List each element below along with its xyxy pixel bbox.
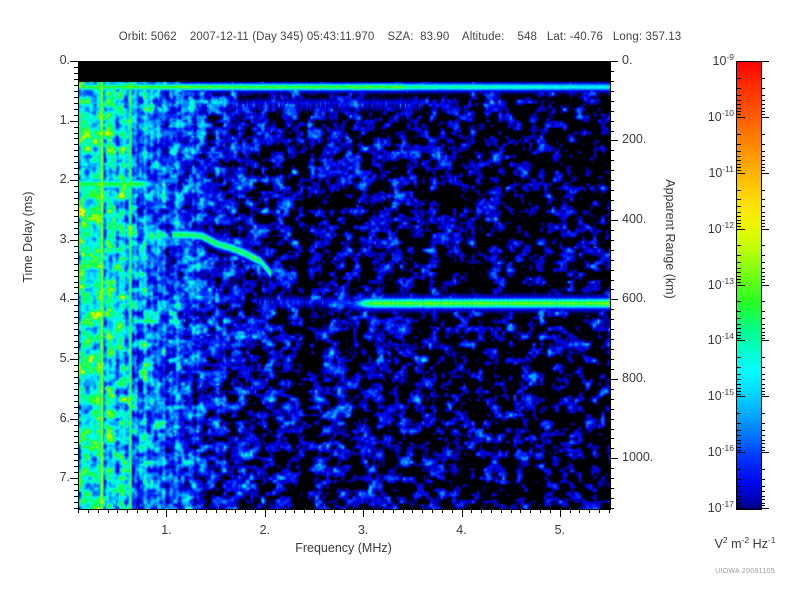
y-axis-right-tick-label: 0.	[622, 53, 633, 67]
colorbar-tick-label: 10-10	[688, 108, 734, 124]
y-axis-left-tick-label: 2.	[59, 172, 70, 187]
colorbar-unit-v-exp: 2	[722, 535, 728, 545]
colorbar-tick-mantissa: 10	[707, 501, 722, 516]
y-axis-left-ticks	[70, 61, 78, 509]
x-axis-tick-label: 2.	[259, 523, 271, 537]
colorbar-tick-exponent: -12	[721, 219, 734, 230]
colorbar-tick-exponent: -13	[721, 275, 734, 286]
y-axis-left-tick-label: 1.	[59, 112, 70, 127]
colorbar-tick-exponent: -16	[721, 443, 734, 454]
colorbar-unit-v: V	[714, 537, 723, 552]
y-axis-left-tick-label: 6.	[59, 410, 70, 425]
y-axis-right-tick-label: 400.	[622, 211, 647, 226]
colorbar-unit-m: m	[727, 537, 742, 552]
y-axis-left-tick-label: 3.	[59, 231, 70, 246]
colorbar-unit-m-exp: -2	[741, 535, 750, 545]
colorbar-tick-mantissa: 10	[707, 110, 722, 125]
y-axis-right-ticks	[610, 61, 618, 509]
y-axis-left-tick-label: 0.	[59, 53, 70, 67]
colorbar-tick-exponent: -17	[721, 499, 734, 509]
x-axis-title: Frequency (MHz)	[295, 541, 392, 555]
colorbar-ticks	[761, 61, 769, 509]
colorbar-unit-label: V2 m-2 Hz-1	[690, 535, 800, 551]
colorbar-inner-ticks	[736, 61, 745, 509]
header-metadata-line: Orbit: 5062 2007-12-11 (Day 345) 05:43:1…	[0, 31, 800, 43]
colorbar-tick-mantissa: 10	[707, 333, 722, 348]
watermark-label: UIOWA 20091105	[715, 568, 775, 575]
colorbar-unit-hz: Hz	[749, 537, 768, 552]
colorbar-tick-exponent: -9	[726, 52, 734, 62]
header-text: Orbit: 5062 2007-12-11 (Day 345) 05:43:1…	[118, 31, 682, 43]
y-axis-right-tick-label: 800.	[622, 370, 647, 385]
colorbar-unit-hz-exp: -1	[767, 535, 776, 545]
colorbar-tick-mantissa: 10	[707, 445, 722, 460]
x-axis-tick-label: 4.	[456, 523, 467, 537]
x-axis-ticks	[78, 509, 610, 517]
colorbar-tick-mantissa: 10	[707, 277, 722, 292]
colorbar-tick-label: 10-15	[688, 387, 734, 403]
colorbar-tick-mantissa: 10	[707, 389, 722, 404]
colorbar-tick-mantissa: 10	[707, 221, 722, 236]
x-axis-tick-label: 3.	[357, 523, 369, 537]
colorbar-tick-label: 10-12	[688, 220, 734, 236]
y-axis-left-tick-label: 4.	[59, 291, 70, 306]
radargram-plot-area	[78, 61, 611, 510]
y-axis-left-tick-label: 5.	[59, 351, 70, 365]
colorbar-tick-label: 10-9	[688, 52, 734, 68]
colorbar-tick-mantissa: 10	[712, 54, 727, 69]
colorbar-tick-exponent: -15	[721, 387, 734, 398]
y-axis-left-tick-label: 7.	[59, 470, 70, 485]
radargram-image	[79, 62, 610, 509]
colorbar-tick-mantissa: 10	[708, 165, 723, 180]
colorbar-tick-exponent: -10	[721, 107, 734, 118]
colorbar-tick-label: 10-16	[688, 443, 734, 459]
colorbar-tick-exponent: -11	[722, 163, 734, 174]
x-axis-tick-label: 5.	[554, 523, 566, 537]
colorbar-tick-label: 10-17	[688, 499, 734, 515]
y-axis-left-title: Time Delay (ms)	[21, 191, 35, 283]
x-axis-tick-label: 1.	[161, 523, 172, 537]
y-axis-right-tick-label: 200.	[622, 132, 647, 147]
colorbar-tick-label: 10-14	[688, 331, 734, 347]
colorbar-tick-label: 10-11	[688, 164, 734, 180]
y-axis-right-tick-label: 600.	[622, 291, 647, 306]
y-axis-right-title: Apparent Range (km)	[663, 179, 677, 299]
colorbar-tick-label: 10-13	[688, 276, 734, 292]
colorbar-tick-exponent: -14	[721, 331, 734, 342]
y-axis-right-tick-label: 1000.	[622, 450, 654, 465]
